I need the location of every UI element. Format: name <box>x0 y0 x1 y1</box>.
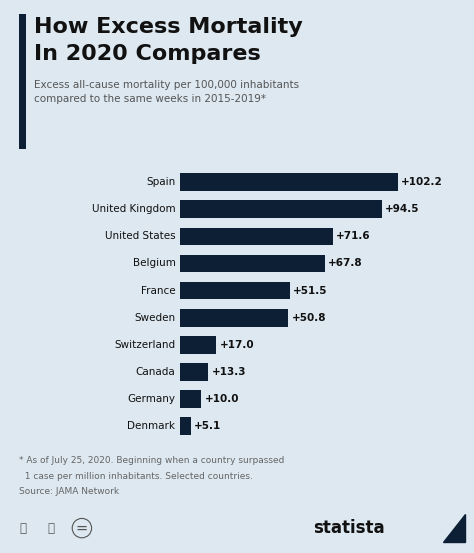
Text: +94.5: +94.5 <box>385 204 419 214</box>
Text: =: = <box>76 520 88 536</box>
Text: ⓒ: ⓒ <box>19 521 26 535</box>
Text: +10.0: +10.0 <box>205 394 239 404</box>
Text: Belgium: Belgium <box>133 258 175 269</box>
Bar <box>180 336 216 353</box>
Text: Germany: Germany <box>128 394 175 404</box>
Text: +51.5: +51.5 <box>293 285 328 296</box>
Text: Switzerland: Switzerland <box>114 340 175 350</box>
Text: +67.8: +67.8 <box>328 258 363 269</box>
Text: Denmark: Denmark <box>128 421 175 431</box>
Text: United States: United States <box>105 231 175 241</box>
Text: In 2020 Compares: In 2020 Compares <box>34 44 261 64</box>
Text: Canada: Canada <box>136 367 175 377</box>
Text: Spain: Spain <box>146 177 175 187</box>
Bar <box>180 309 289 326</box>
Bar <box>180 282 290 299</box>
Text: United Kingdom: United Kingdom <box>92 204 175 214</box>
Bar <box>180 255 325 272</box>
Text: ⓘ: ⓘ <box>47 521 55 535</box>
Bar <box>180 418 191 435</box>
Text: Source: JAMA Network: Source: JAMA Network <box>19 487 119 496</box>
Text: +71.6: +71.6 <box>336 231 371 241</box>
Text: Sweden: Sweden <box>134 312 175 323</box>
Text: +102.2: +102.2 <box>401 177 443 187</box>
Text: Excess all-cause mortality per 100,000 inhabitants
compared to the same weeks in: Excess all-cause mortality per 100,000 i… <box>34 80 299 104</box>
Text: statista: statista <box>313 519 384 537</box>
Text: +13.3: +13.3 <box>212 367 246 377</box>
Bar <box>180 390 201 408</box>
Bar <box>180 200 382 218</box>
Bar <box>180 228 333 245</box>
Text: 1 case per million inhabitants. Selected countries.: 1 case per million inhabitants. Selected… <box>19 472 253 481</box>
Text: France: France <box>141 285 175 296</box>
Text: +5.1: +5.1 <box>194 421 221 431</box>
Text: * As of July 25, 2020. Beginning when a country surpassed: * As of July 25, 2020. Beginning when a … <box>19 456 284 465</box>
Bar <box>180 363 209 380</box>
Text: How Excess Mortality: How Excess Mortality <box>34 17 303 36</box>
Text: +17.0: +17.0 <box>219 340 254 350</box>
Text: +50.8: +50.8 <box>292 312 326 323</box>
Bar <box>180 173 398 191</box>
